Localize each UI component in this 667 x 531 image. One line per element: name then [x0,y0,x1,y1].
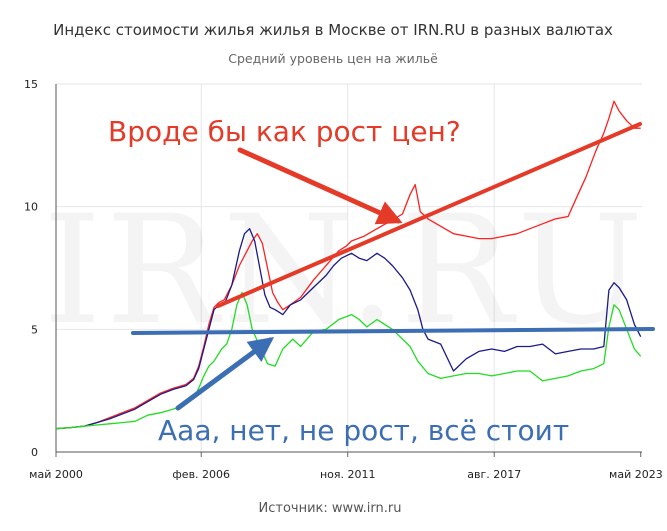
blue-arrow [175,337,275,411]
blue-level-line [131,327,655,335]
red-trend-line [216,122,642,308]
annotation-red: Вроде бы как рост цен? [108,115,461,148]
y-tick-label: 0 [31,446,38,459]
x-tick-label: май 2023 [609,468,663,481]
x-tick-label: май 2000 [29,468,83,481]
chart-title: Индекс стоимости жилья жилья в Москве от… [53,21,613,39]
x-tick-label: фев. 2006 [172,468,230,481]
annotation-layer: Вроде бы как рост цен? Ааа, нет, не рост… [108,115,655,447]
red-arrow [237,147,403,225]
axes: 0 5 10 15 май 2000 фев. 2006 ноя. 2011 авг. 201… [24,78,663,481]
annotation-blue: Ааа, нет, не рост, всё стоит [158,414,569,447]
source-text: Источник: www.irn.ru [259,501,402,516]
y-tick-label: 15 [24,78,38,91]
x-tick-label: авг. 2017 [467,468,521,481]
y-tick-label: 10 [24,201,38,214]
series-line-2 [55,228,642,430]
chart-subtitle: Средний уровень цен на жильё [228,51,438,66]
y-tick-label: 5 [31,323,38,336]
x-tick-label: ноя. 2011 [320,468,376,481]
